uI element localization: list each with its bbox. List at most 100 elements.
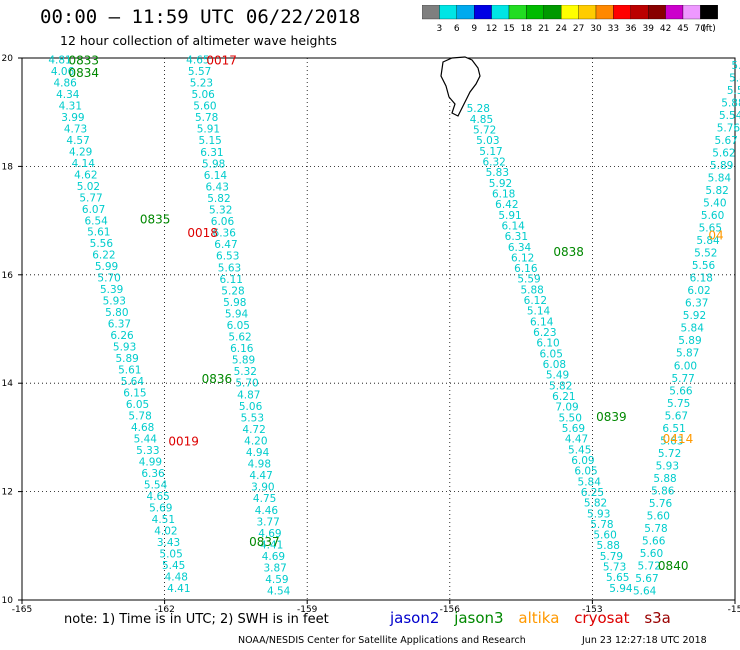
wave-height-value: 5.76	[717, 122, 740, 134]
wave-height-value: 5.28	[221, 285, 244, 297]
wave-height-value: 5.33	[136, 445, 159, 457]
wave-height-value: 5.67	[635, 573, 658, 585]
wave-height-value: 5.78	[195, 112, 218, 124]
wave-height-value: 5.63	[218, 262, 241, 274]
wave-height-value: 5.06	[191, 89, 215, 101]
wave-height-value: 5.88	[721, 97, 740, 109]
wave-height-value: 4.41	[167, 583, 190, 595]
wave-height-value: 5.89	[232, 355, 255, 367]
wave-height-value: 6.09	[571, 455, 594, 467]
wave-height-value: 6.05	[126, 399, 149, 411]
legend-cryosat: cryosat	[574, 609, 630, 627]
wave-height-value: 4.99	[139, 457, 162, 469]
wave-height-value: 4.47	[249, 470, 272, 482]
color-scale-bar: 3 6 9 12 15 18 21 24 27 30 33 36 39 42 45 70(ft)	[422, 5, 718, 33]
plot-border	[21, 57, 736, 601]
axis-ticks: -165 -162 -159 -156 -153 -15 10 12 14 16 18 20	[2, 54, 740, 615]
wave-height-value: 5.23	[190, 78, 213, 90]
wave-height-value: 5.66	[669, 385, 693, 397]
colorbar-label: 15	[503, 24, 514, 33]
wave-height-value: 5.60	[593, 530, 616, 542]
wave-height-value: 6.53	[216, 251, 239, 263]
wave-height-value: 5.03	[476, 135, 499, 147]
wave-height-value: 5.84	[708, 172, 732, 184]
colorbar-label: 18	[521, 24, 533, 33]
legend-jason3: jason3	[454, 609, 504, 627]
wave-height-value: 4.48	[165, 571, 188, 583]
colorbar-label: 70	[695, 24, 707, 33]
wave-height-value: 5.54	[144, 479, 168, 491]
y-tick-label: 16	[2, 271, 14, 281]
wave-height-value: 5.52	[694, 248, 717, 260]
wave-height-value: 4.98	[248, 459, 271, 471]
wave-height-value: 5.32	[209, 205, 232, 217]
wave-height-value: 4.68	[131, 422, 154, 434]
wave-height-value: 5.93	[587, 508, 610, 520]
wave-height-value: 5.49	[546, 370, 569, 382]
colorbar-label: 27	[573, 24, 584, 33]
colorbar-label: 24	[555, 24, 567, 33]
wave-height-value: 5.8	[729, 72, 740, 84]
wave-height-value: 5.65	[606, 572, 629, 584]
pass-time-label: 0837	[249, 535, 280, 549]
x-tick-label: -162	[154, 605, 174, 615]
wave-height-value: 5.63	[660, 435, 683, 447]
wave-height-value: 3.77	[256, 516, 279, 528]
wave-height-value: 6.47	[214, 239, 237, 251]
wave-height-value: 5.84	[578, 476, 602, 488]
wave-height-value: 5.28	[467, 103, 490, 115]
wave-height-value: 5.80	[105, 307, 128, 319]
wave-height-value: 6.42	[495, 199, 518, 211]
x-tick-label: -156	[440, 605, 461, 615]
wave-height-value: 6.31	[505, 231, 528, 243]
wave-height-value: 6.21	[552, 391, 575, 403]
wave-height-value: 4.65	[146, 491, 169, 503]
wave-height-value: 5.45	[162, 560, 185, 572]
colorbar-label: 39	[642, 24, 654, 33]
colorbar-label: 12	[486, 24, 497, 33]
wave-height-value: 5.54	[719, 110, 740, 122]
colorbar-label: 42	[660, 24, 671, 33]
wave-height-value: 5.40	[703, 198, 726, 210]
wave-height-value: 6.31	[200, 147, 223, 159]
wave-height-value: 5.67	[665, 410, 688, 422]
wave-height-value: 4.41	[260, 539, 283, 551]
pass-time-label: 0018	[187, 226, 218, 240]
wave-height-value: 6.12	[511, 252, 534, 264]
wave-height-value: 5.77	[79, 192, 102, 204]
wave-height-value: 4.73	[64, 123, 87, 135]
wave-height-value: 5.78	[590, 519, 613, 531]
wave-height-value: 6.51	[662, 423, 685, 435]
wave-height-value: 5.17	[479, 146, 502, 158]
wave-height-value: 6.36	[213, 228, 237, 240]
pass-time-label: 0838	[553, 245, 584, 259]
wave-height-value: 6.37	[108, 319, 131, 331]
wave-height-value: 6.14	[204, 170, 228, 182]
wave-height-value: 6.34	[508, 242, 532, 254]
wave-height-value: 5.89	[710, 160, 733, 172]
wave-height-value: 4.87	[237, 389, 260, 401]
wave-height-value: 6.00	[674, 360, 697, 372]
colorbar-label: 9	[471, 24, 477, 33]
wave-height-value: 6.02	[687, 285, 710, 297]
wave-height-value: 5.60	[701, 210, 724, 222]
wave-height-value: 4.06	[51, 66, 75, 78]
wave-height-value: 6.14	[530, 316, 554, 328]
wave-height-value: 5.69	[562, 423, 585, 435]
wave-height-value: 5.83	[486, 167, 509, 179]
wave-height-value: 6.05	[540, 348, 563, 360]
wave-height-value: 5.84	[681, 323, 705, 335]
colorbar-label: 45	[677, 24, 688, 33]
wave-height-value: 5.82	[207, 193, 230, 205]
wave-height-value: 5.73	[603, 562, 626, 574]
wave-height-value: 4.69	[258, 528, 281, 540]
pass-time-label: 0017	[206, 54, 237, 68]
y-tick-label: 18	[2, 162, 14, 172]
wave-height-value: 6.54	[84, 215, 108, 227]
page-title: 00:00 – 11:59 UTC 06/22/2018	[40, 6, 361, 28]
wave-height-value: 6.18	[690, 273, 713, 285]
wave-height-value: 5.89	[678, 335, 701, 347]
wave-height-value: 5.45	[568, 444, 591, 456]
wave-height-value: 6.36	[141, 468, 165, 480]
wave-height-value: 5.66	[642, 536, 666, 548]
